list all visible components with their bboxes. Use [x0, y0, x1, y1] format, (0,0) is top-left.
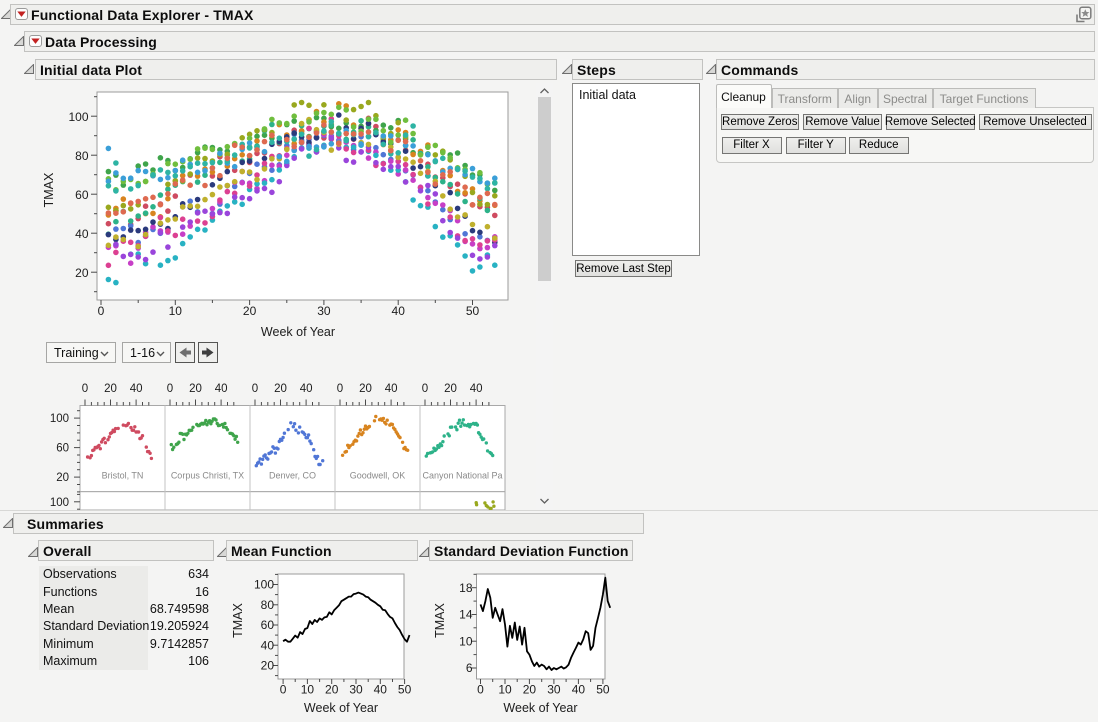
svg-text:20: 20 [274, 383, 287, 395]
svg-text:20: 20 [261, 659, 275, 673]
svg-text:30: 30 [317, 304, 331, 318]
svg-text:40: 40 [572, 683, 586, 697]
svg-text:0: 0 [252, 383, 258, 395]
svg-text:10: 10 [459, 634, 473, 648]
svg-text:30: 30 [349, 683, 363, 697]
svg-text:Denver, CO: Denver, CO [269, 471, 316, 481]
svg-text:10: 10 [301, 683, 315, 697]
svg-text:18: 18 [459, 581, 473, 595]
svg-text:50: 50 [398, 683, 412, 697]
svg-text:20: 20 [189, 383, 202, 395]
svg-text:40: 40 [374, 683, 388, 697]
svg-text:0: 0 [98, 304, 105, 318]
svg-text:0: 0 [422, 383, 428, 395]
svg-text:0: 0 [280, 683, 287, 697]
svg-text:40: 40 [385, 383, 398, 395]
svg-text:TMAX: TMAX [231, 602, 245, 637]
svg-text:10: 10 [169, 304, 183, 318]
svg-text:Corpus Christi, TX: Corpus Christi, TX [171, 471, 244, 481]
svg-text:20: 20 [243, 304, 257, 318]
svg-text:TMAX: TMAX [42, 172, 56, 207]
svg-text:40: 40 [261, 639, 275, 653]
svg-text:80: 80 [75, 149, 89, 163]
svg-text:14: 14 [459, 608, 473, 622]
svg-text:60: 60 [75, 188, 89, 202]
svg-text:Week of Year: Week of Year [261, 325, 335, 339]
svg-text:40: 40 [392, 304, 406, 318]
svg-text:20: 20 [359, 383, 372, 395]
svg-text:6: 6 [466, 661, 473, 675]
svg-text:80: 80 [261, 598, 275, 612]
svg-text:50: 50 [596, 683, 610, 697]
svg-text:40: 40 [300, 383, 313, 395]
svg-text:0: 0 [337, 383, 343, 395]
svg-text:20: 20 [444, 383, 457, 395]
svg-text:20: 20 [104, 383, 117, 395]
svg-text:TMAX: TMAX [433, 602, 447, 637]
svg-text:30: 30 [547, 683, 561, 697]
svg-text:Goodwell, OK: Goodwell, OK [350, 471, 406, 481]
svg-text:60: 60 [261, 618, 275, 632]
svg-text:100: 100 [50, 413, 69, 425]
svg-text:20: 20 [523, 683, 537, 697]
svg-text:50: 50 [466, 304, 480, 318]
svg-text:10: 10 [498, 683, 512, 697]
svg-text:20: 20 [75, 266, 89, 280]
svg-text:40: 40 [215, 383, 228, 395]
svg-text:Week of Year: Week of Year [304, 701, 378, 715]
svg-text:20: 20 [56, 472, 69, 484]
svg-text:Canyon National Pa: Canyon National Pa [422, 471, 502, 481]
svg-text:0: 0 [167, 383, 173, 395]
svg-text:40: 40 [75, 227, 89, 241]
svg-text:0: 0 [82, 383, 88, 395]
svg-text:100: 100 [254, 578, 274, 592]
svg-text:0: 0 [477, 683, 484, 697]
svg-text:100: 100 [50, 497, 69, 509]
svg-text:40: 40 [130, 383, 143, 395]
svg-text:20: 20 [325, 683, 339, 697]
svg-text:Week of Year: Week of Year [503, 701, 577, 715]
svg-text:60: 60 [56, 443, 69, 455]
svg-text:Bristol, TN: Bristol, TN [102, 471, 144, 481]
svg-text:40: 40 [470, 383, 483, 395]
svg-text:100: 100 [68, 110, 88, 124]
